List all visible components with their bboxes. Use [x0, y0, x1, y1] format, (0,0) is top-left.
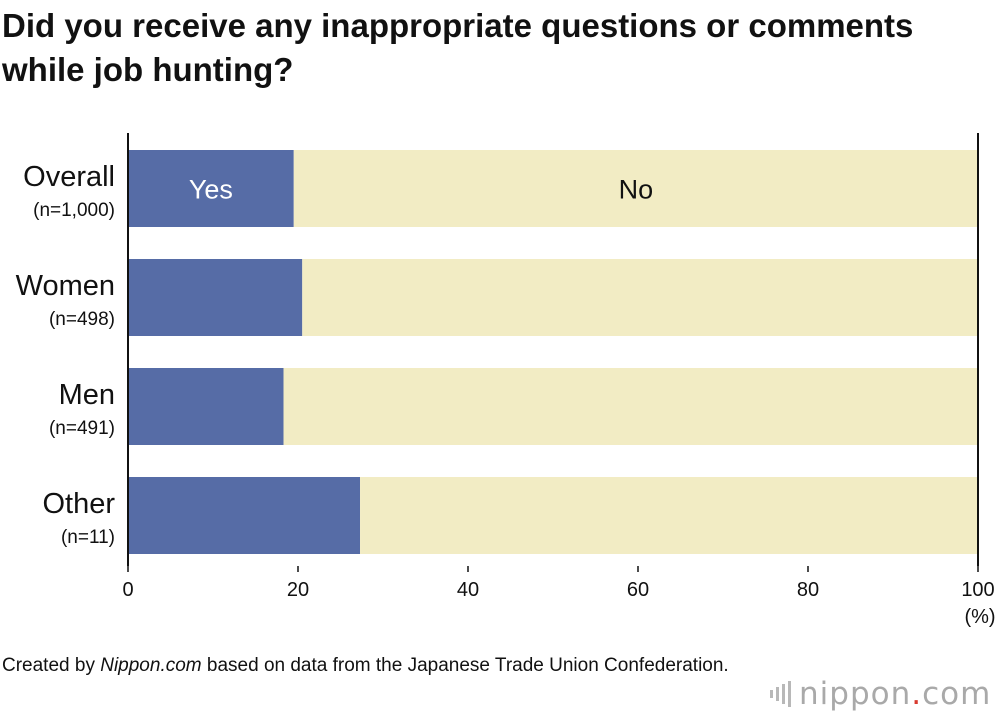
x-tick-label: 40	[457, 579, 479, 601]
x-axis: 0 20 40 60 80 100 (%)	[122, 133, 996, 628]
category-n-label: (n=498)	[49, 309, 115, 330]
nippon-logo: nippon.com	[770, 676, 992, 712]
bars-layer: Yes No	[128, 150, 978, 554]
source-note: Created by Nippon.com based on data from…	[2, 652, 762, 679]
bar-no-other	[360, 477, 978, 554]
x-tick-label: 100	[961, 579, 994, 601]
x-tick-label: 0	[122, 579, 133, 601]
source-prefix: Created by	[2, 655, 101, 676]
bar-yes-men	[128, 368, 284, 445]
source-suffix: based on data from the Japanese Trade Un…	[201, 655, 729, 676]
series-label-yes: Yes	[189, 175, 233, 205]
category-label: Other	[42, 488, 115, 520]
bar-yes-women	[128, 259, 303, 336]
x-tick-label: 80	[797, 579, 819, 601]
category-labels: Overall (n=1,000) Women (n=498) Men (n=491) Ot…	[16, 161, 116, 548]
category-n-label: (n=491)	[49, 418, 115, 439]
bar-no-men	[283, 368, 978, 445]
bar-yes-other	[128, 477, 361, 554]
logo-wordmark: nippon.com	[799, 676, 992, 712]
category-label: Women	[16, 270, 115, 302]
chart-title: Did you receive any inappropriate questi…	[2, 7, 914, 88]
x-tick-label: 60	[627, 579, 649, 601]
category-label: Overall	[23, 161, 115, 193]
logo-bars-icon	[770, 681, 791, 707]
bar-chart: Yes No Overall (n=1,000) Women (n=498) Men (n=…	[16, 133, 996, 628]
x-tick-label: 20	[287, 579, 309, 601]
source-name: Nippon.com	[100, 655, 202, 676]
category-label: Men	[59, 379, 115, 411]
category-n-label: (n=11)	[61, 527, 115, 548]
bar-no-women	[302, 259, 978, 336]
bar-yes-overall	[128, 150, 294, 227]
x-unit-label: (%)	[964, 606, 995, 628]
bar-no-overall	[293, 150, 978, 227]
category-n-label: (n=1,000)	[33, 200, 115, 221]
series-label-no: No	[619, 175, 654, 205]
